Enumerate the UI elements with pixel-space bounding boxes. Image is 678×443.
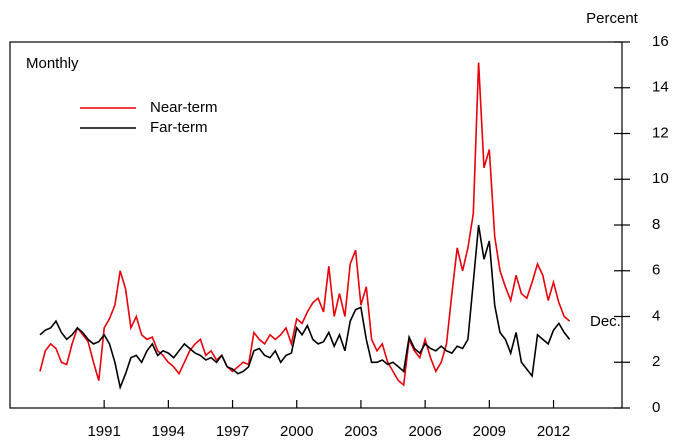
line-series [39, 62, 571, 387]
x-tick-label: 2000 [280, 423, 313, 440]
x-tick-label: 1994 [152, 423, 185, 440]
x-tick-label: 2012 [537, 423, 570, 440]
x-tick-label: 1997 [216, 423, 249, 440]
legend-label: Near-term [150, 99, 218, 116]
y-tick-label: 16 [652, 33, 669, 50]
x-tick-label: 2009 [473, 423, 506, 440]
end-annotation: Dec. [590, 313, 621, 330]
y-tick-label: 2 [652, 353, 660, 370]
y-axis-label: Percent [586, 10, 639, 27]
line-series [39, 224, 571, 391]
y-tick-label: 6 [652, 262, 660, 279]
y-tick-label: 10 [652, 170, 669, 187]
x-tick-label: 1991 [87, 423, 120, 440]
frequency-note: Monthly [26, 55, 79, 72]
y-tick-label: 8 [652, 216, 660, 233]
y-tick-label: 14 [652, 79, 669, 96]
y-tick-label: 4 [652, 307, 660, 324]
y-tick-label: 12 [652, 124, 669, 141]
x-tick-label: 2003 [344, 423, 377, 440]
y-tick-label: 0 [652, 399, 660, 416]
legend-label: Far-term [150, 119, 208, 136]
x-tick-label: 2006 [408, 423, 441, 440]
